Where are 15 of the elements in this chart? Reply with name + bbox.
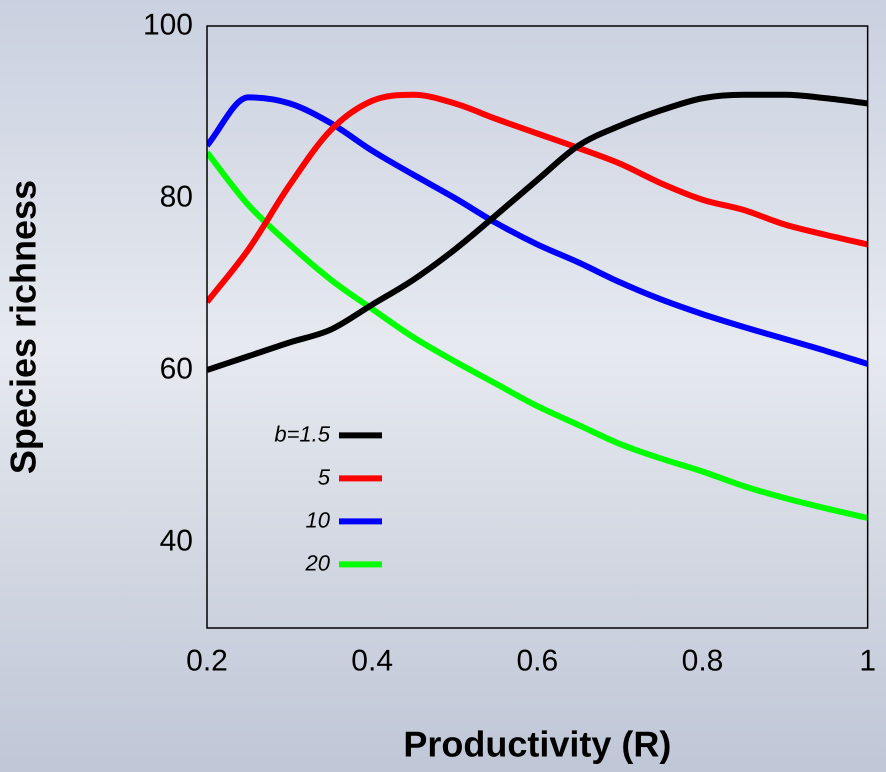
y-axis-title: Species richness xyxy=(2,180,44,474)
legend-label: 20 xyxy=(304,550,331,576)
x-tick-label: 0.2 xyxy=(186,644,228,678)
x-tick-label: 1 xyxy=(859,644,876,678)
y-tick-label: 60 xyxy=(160,352,193,386)
x-tick-label: 0.4 xyxy=(351,644,394,678)
legend-label: 10 xyxy=(306,507,331,532)
legend-label: b=1.5 xyxy=(274,421,331,446)
x-axis-title: Productivity (R) xyxy=(403,723,672,764)
x-tick-label: 0.6 xyxy=(516,644,558,678)
y-tick-label: 40 xyxy=(160,524,193,558)
y-tick-label: 100 xyxy=(142,8,193,42)
x-tick-label: 0.8 xyxy=(682,644,724,678)
y-tick-label: 80 xyxy=(160,180,193,214)
legend-label: 5 xyxy=(318,464,331,490)
